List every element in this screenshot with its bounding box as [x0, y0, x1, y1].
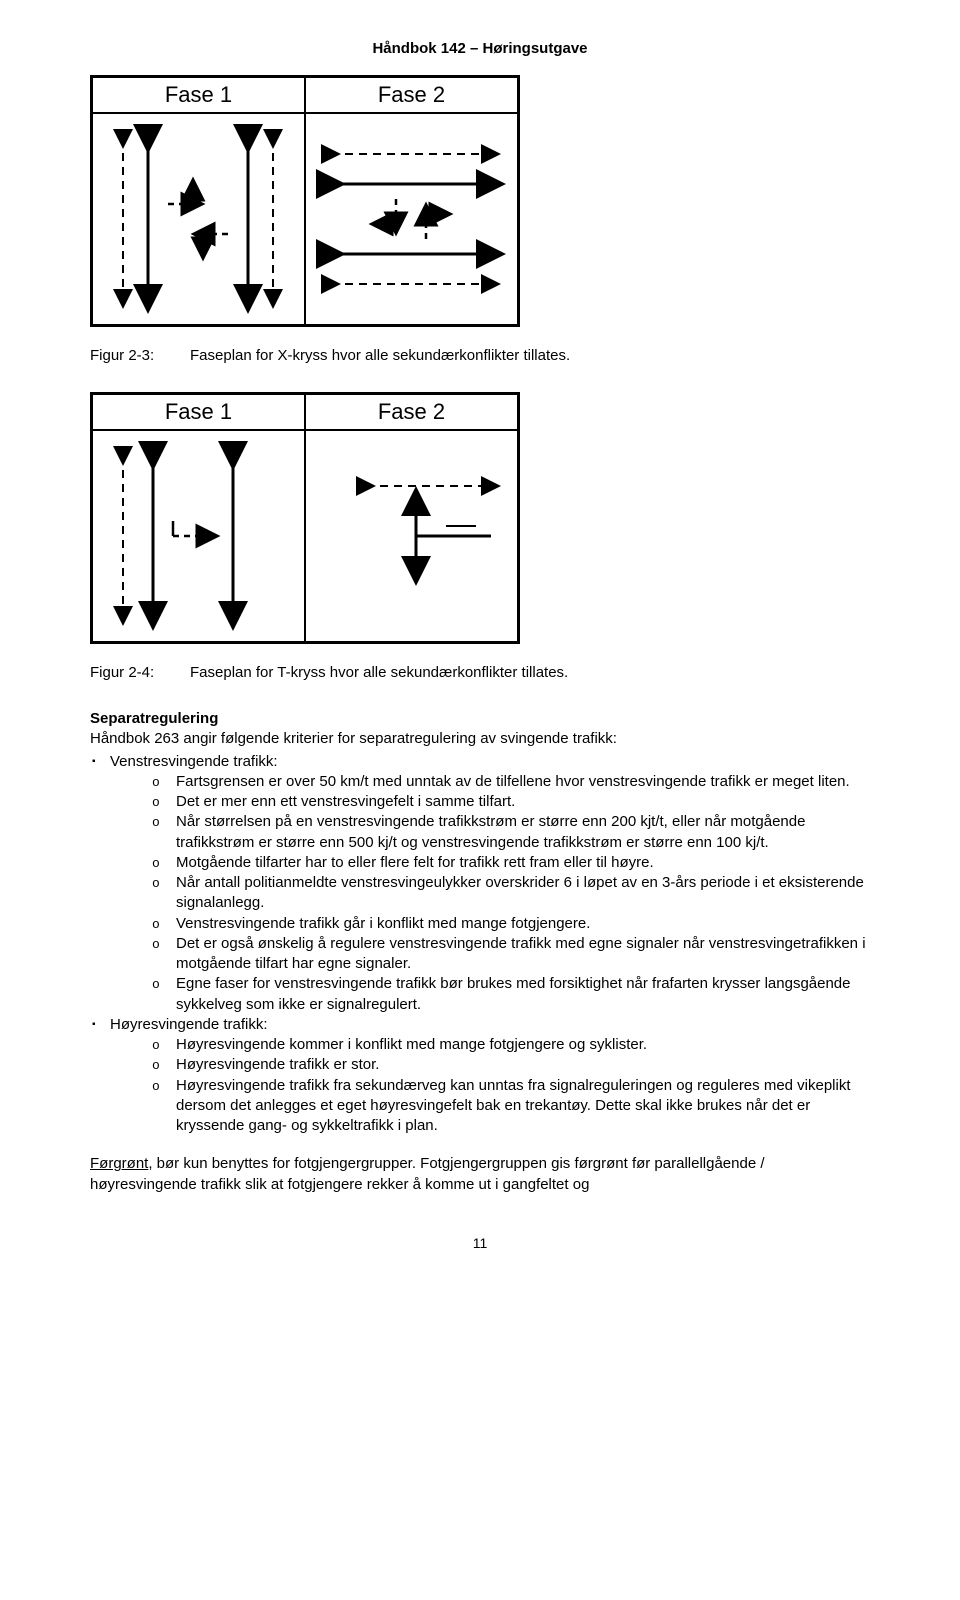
fig2-caption: Faseplan for T-kryss hvor alle sekundærk…	[190, 664, 870, 681]
fig1-phase2-svg	[306, 114, 517, 324]
fig2-phase2-label: Fase 2	[306, 395, 517, 431]
fig1-caption: Faseplan for X-kryss hvor alle sekundærk…	[190, 347, 870, 364]
fig1-label: Figur 2-3:	[90, 347, 190, 364]
sep-intro: Håndbok 263 angir følgende kriterier for…	[90, 729, 870, 749]
sub-item: Det er mer enn ett venstresvingefelt i s…	[152, 792, 870, 812]
sub-item: Høyresvingende trafikk er stor.	[152, 1055, 870, 1075]
sub-item: Venstresvingende trafikk går i konflikt …	[152, 914, 870, 934]
sub-item: Høyresvingende trafikk fra sekundærveg k…	[152, 1076, 870, 1137]
figure-2-4-diagram: Fase 1 Fase 2	[90, 392, 520, 644]
sub-item: Egne faser for venstresvingende trafikk …	[152, 974, 870, 1015]
sep-heading: Separatregulering	[90, 709, 870, 729]
fig1-phase1-label: Fase 1	[93, 78, 304, 114]
bullet-venstre: Venstresvingende trafikk: Fartsgrensen e…	[110, 752, 870, 1015]
sub-item: Når størrelsen på en venstresvingende tr…	[152, 812, 870, 853]
sub-item: Motgående tilfarter har to eller flere f…	[152, 853, 870, 873]
sub-item: Høyresvingende kommer i konflikt med man…	[152, 1035, 870, 1055]
fig1-phase2-label: Fase 2	[306, 78, 517, 114]
sub-item: Det er også ønskelig å regulere venstres…	[152, 934, 870, 975]
forgront-paragraph: Førgrønt, bør kun benyttes for fotgjenge…	[90, 1154, 870, 1195]
page-header: Håndbok 142 – Høringsutgave	[90, 40, 870, 57]
sub-item: Når antall politianmeldte venstresvingeu…	[152, 873, 870, 914]
forgront-lead: Førgrønt	[90, 1155, 148, 1172]
forgront-text: , bør kun benyttes for fotgjengergrupper…	[90, 1155, 765, 1192]
fig2-phase1-svg	[93, 431, 304, 641]
bullet-hoyre: Høyresvingende trafikk: Høyresvingende k…	[110, 1015, 870, 1137]
fig2-label: Figur 2-4:	[90, 664, 190, 681]
fig1-phase1-svg	[93, 114, 304, 324]
page-number: 11	[90, 1235, 870, 1251]
fig2-phase1-label: Fase 1	[93, 395, 304, 431]
figure-2-3-diagram: Fase 1	[90, 75, 520, 327]
fig2-phase2-svg	[306, 431, 517, 641]
sub-item: Fartsgrensen er over 50 km/t med unntak …	[152, 772, 870, 792]
